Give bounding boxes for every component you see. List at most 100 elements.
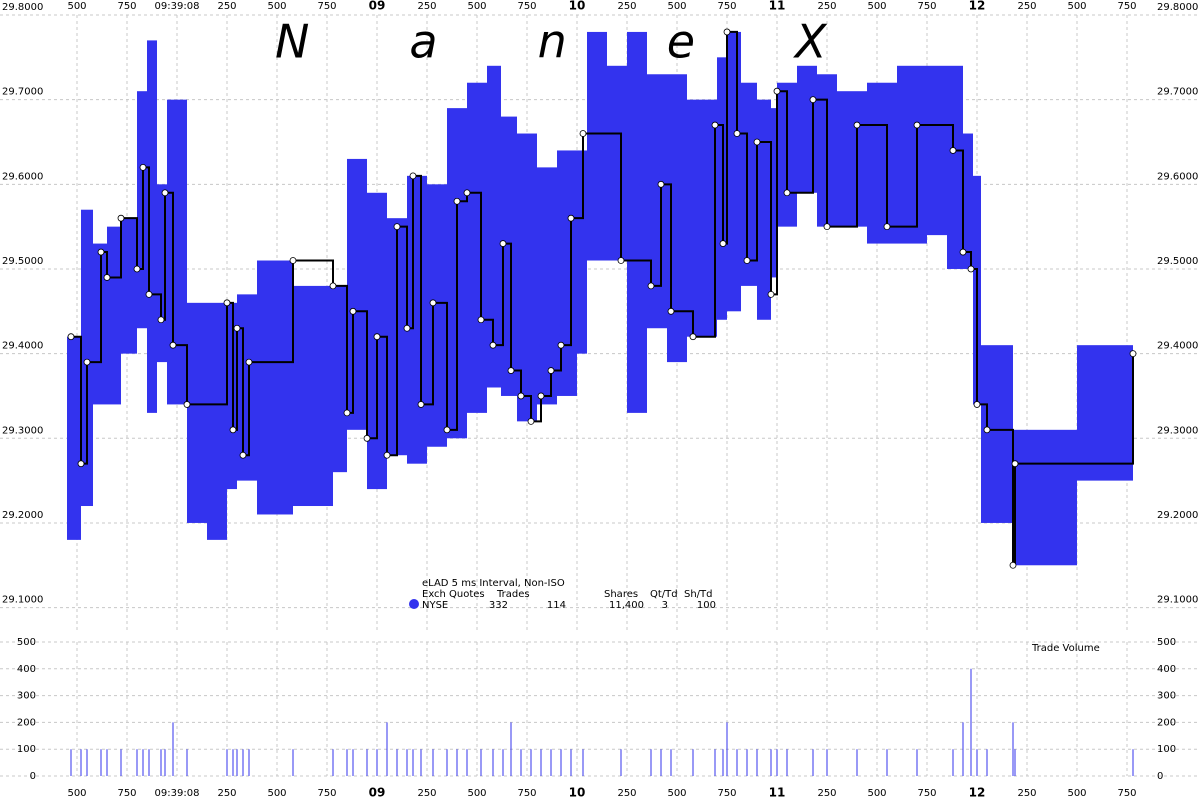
- x-tick-label: 250: [217, 788, 236, 799]
- quote-band: [687, 99, 717, 337]
- y-tick-label: 100: [17, 744, 36, 755]
- x-tick-label: 750: [1117, 1, 1136, 12]
- quote-band: [1077, 345, 1133, 481]
- legend-cell: 332: [489, 600, 508, 611]
- x-tick-label: 500: [1067, 1, 1086, 12]
- y-tick-label: 300: [17, 691, 36, 702]
- x-tick-label: 750: [717, 788, 736, 799]
- y-tick-label-right: 0: [1157, 771, 1163, 782]
- trade-marker: [967, 265, 975, 273]
- trade-marker: [329, 282, 337, 290]
- quote-band: [587, 31, 607, 261]
- x-tick-label: 750: [917, 788, 936, 799]
- y-tick-label: 400: [17, 664, 36, 675]
- quote-band: [333, 285, 347, 473]
- trade-marker: [453, 197, 461, 205]
- panel-label: Trade Volume: [1031, 643, 1100, 654]
- quote-band: [867, 82, 897, 244]
- y-tick-label: 29.8000: [2, 2, 43, 13]
- quote-band: [237, 294, 257, 481]
- quote-band: [607, 65, 627, 261]
- trade-marker: [477, 316, 485, 324]
- trade-marker: [343, 409, 351, 417]
- x-tick-label: 09: [369, 786, 386, 800]
- x-tick-label: 500: [267, 1, 286, 12]
- trade-marker: [157, 316, 165, 324]
- quote-band: [293, 285, 333, 507]
- x-tick-label: 750: [517, 788, 536, 799]
- y-tick-label-right: 29.1000: [1157, 595, 1198, 606]
- quote-band: [407, 175, 427, 464]
- trade-marker: [973, 401, 981, 408]
- y-tick-label: 29.7000: [2, 87, 43, 98]
- y-tick-label: 29.4000: [2, 341, 43, 352]
- x-tick-label: 500: [67, 1, 86, 12]
- x-tick-label: 500: [667, 1, 686, 12]
- trade-marker: [507, 367, 515, 374]
- trade-marker: [547, 367, 555, 374]
- trade-marker: [783, 189, 791, 197]
- trade-marker: [579, 130, 587, 137]
- trade-marker: [417, 401, 425, 408]
- trade-marker: [489, 341, 497, 349]
- trade-marker: [103, 274, 111, 281]
- trade-marker: [743, 257, 751, 264]
- quote-band: [577, 150, 587, 354]
- quote-band: [741, 82, 757, 286]
- x-tick-label: 250: [217, 1, 236, 12]
- quote-band: [837, 91, 867, 227]
- x-tick-label: 11: [769, 0, 786, 13]
- quote-band: [67, 336, 81, 540]
- trade-marker: [711, 121, 719, 129]
- x-tick-label: 250: [617, 788, 636, 799]
- quote-band: [81, 209, 93, 507]
- x-tick-label: 500: [467, 1, 486, 12]
- legend-marker: [409, 599, 419, 609]
- trade-marker: [169, 341, 177, 349]
- trade-marker: [183, 401, 191, 408]
- legend-header: Exch: [422, 589, 446, 600]
- x-tick-label: 750: [317, 1, 336, 12]
- y-tick-label-right: 29.7000: [1157, 87, 1198, 98]
- quote-band: [467, 82, 487, 413]
- legend-header: Shares: [604, 589, 638, 600]
- trade-marker: [443, 426, 451, 434]
- quote-band: [771, 108, 777, 278]
- quote-band: [981, 345, 1013, 523]
- quote-band: [121, 218, 137, 354]
- trade-marker: [67, 333, 75, 341]
- trade-marker: [463, 189, 471, 197]
- trade-marker: [853, 121, 861, 129]
- trade-marker: [239, 451, 247, 459]
- trade-marker: [617, 257, 625, 264]
- trade-marker: [223, 299, 231, 307]
- x-tick-label: 750: [917, 1, 936, 12]
- trade-marker: [647, 282, 655, 290]
- y-tick-label-right: 29.8000: [1157, 2, 1198, 13]
- trade-marker: [499, 240, 507, 247]
- y-tick-label-right: 100: [1157, 744, 1176, 755]
- y-tick-label-right: 29.6000: [1157, 171, 1198, 182]
- x-tick-label: 500: [67, 788, 86, 799]
- trade-marker: [689, 333, 697, 341]
- trade-marker: [403, 324, 411, 332]
- quote-band: [157, 184, 167, 363]
- y-tick-label: 200: [17, 717, 36, 728]
- x-tick-label: 500: [267, 788, 286, 799]
- x-tick-label: 12: [969, 786, 986, 800]
- quote-band: [207, 302, 227, 540]
- quote-band: [427, 184, 447, 447]
- y-tick-label-right: 29.3000: [1157, 425, 1198, 436]
- trade-marker: [233, 324, 241, 332]
- trade-marker: [97, 248, 105, 256]
- x-tick-label: 750: [117, 788, 136, 799]
- x-tick-label: 10: [569, 786, 586, 800]
- y-tick-label: 500: [17, 637, 36, 648]
- y-tick-label-right: 29.5000: [1157, 256, 1198, 267]
- trade-marker: [83, 358, 91, 366]
- legend-header: Sh/Td: [684, 589, 713, 600]
- x-tick-label: 11: [769, 786, 786, 800]
- trade-marker: [537, 392, 545, 400]
- legend-header: Trades: [496, 589, 530, 600]
